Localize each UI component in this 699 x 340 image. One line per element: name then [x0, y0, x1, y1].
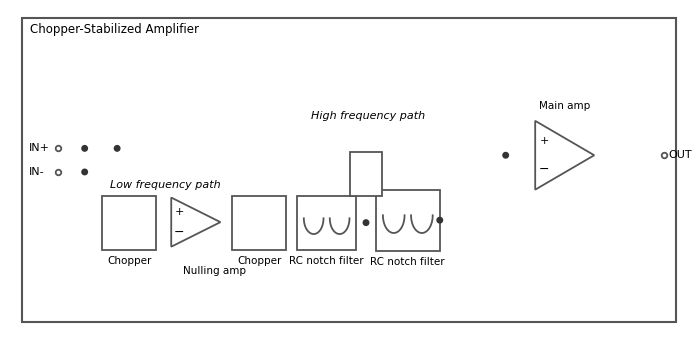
Text: Chopper: Chopper: [107, 256, 152, 267]
Text: Main amp: Main amp: [539, 101, 591, 111]
Circle shape: [437, 217, 442, 223]
Circle shape: [115, 146, 120, 151]
Text: High frequency path: High frequency path: [311, 111, 425, 121]
Circle shape: [82, 146, 87, 151]
Text: +: +: [540, 136, 549, 147]
Bar: [376, 190, 440, 251]
Text: RC notch filter: RC notch filter: [370, 257, 445, 268]
Polygon shape: [535, 121, 594, 190]
Circle shape: [503, 153, 508, 158]
Circle shape: [82, 169, 87, 175]
Circle shape: [363, 220, 369, 225]
Text: −: −: [174, 225, 185, 238]
Polygon shape: [171, 198, 220, 247]
Text: −: −: [539, 163, 549, 175]
Bar: [350, 152, 382, 195]
Text: Chopper: Chopper: [237, 256, 282, 267]
Text: OUT: OUT: [668, 150, 691, 160]
Text: Nulling amp: Nulling amp: [183, 267, 246, 276]
Bar: [102, 195, 157, 250]
Text: Chopper-Stabilized Amplifier: Chopper-Stabilized Amplifier: [29, 23, 199, 36]
Text: Low frequency path: Low frequency path: [110, 180, 221, 190]
Text: RC notch filter: RC notch filter: [289, 256, 364, 267]
Text: +: +: [175, 207, 184, 217]
Bar: [297, 195, 356, 250]
Text: IN-: IN-: [29, 167, 44, 177]
Bar: [232, 195, 287, 250]
Text: IN+: IN+: [29, 143, 50, 153]
